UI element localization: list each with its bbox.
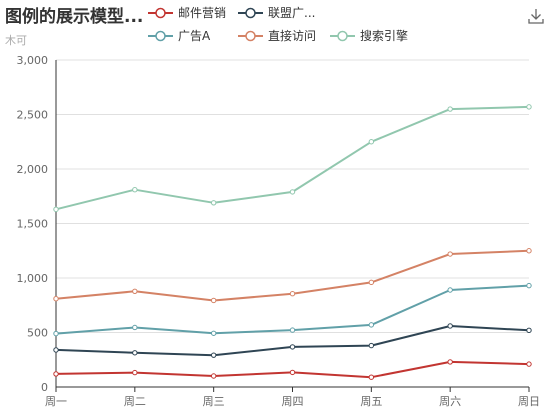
data-point [368, 342, 375, 349]
y-tick-label: 0 [41, 381, 48, 394]
data-point [526, 248, 532, 254]
data-point [368, 374, 375, 380]
legend-item-ad-a[interactable]: 广告A [148, 27, 210, 44]
data-point [447, 106, 453, 112]
data-point [132, 369, 138, 376]
data-point [289, 344, 296, 350]
legend-symbol [337, 30, 348, 41]
x-tick-label: 周四 [282, 395, 304, 408]
data-point [289, 369, 296, 376]
data-point [526, 104, 532, 110]
legend-marker [330, 30, 355, 41]
legend-label: 直接访问 [268, 29, 317, 43]
legend-marker [148, 30, 173, 41]
download-icon[interactable] [527, 7, 545, 25]
legend-label: 联盟广... [268, 6, 316, 20]
data-point [447, 323, 453, 329]
legend-item-direct[interactable]: 直接访问 [238, 27, 316, 44]
data-point [53, 330, 59, 337]
data-point [289, 189, 296, 195]
data-point [526, 361, 532, 367]
data-point [132, 187, 138, 193]
data-point [447, 359, 453, 365]
legend-item-union[interactable]: 联盟广... [238, 4, 315, 21]
data-point [368, 322, 375, 328]
data-point [132, 350, 138, 356]
x-tick-label: 周日 [518, 395, 540, 408]
y-tick-label: 1,000 [17, 272, 49, 285]
data-point [368, 279, 375, 286]
legend-item-search[interactable]: 搜索引擎 [330, 27, 408, 44]
y-tick-label: 3,000 [17, 54, 49, 67]
legend-marker [238, 7, 263, 18]
legend-symbol [245, 7, 256, 18]
data-point [53, 347, 59, 353]
data-point [368, 139, 375, 145]
data-point [210, 200, 217, 206]
legend-symbol [245, 30, 256, 41]
x-tick-label: 周六 [439, 395, 461, 408]
data-point [447, 287, 453, 293]
data-point [53, 371, 59, 377]
data-point [53, 296, 59, 302]
y-tick-label: 2,500 [17, 109, 49, 122]
data-point [132, 288, 138, 294]
x-tick-label: 周三 [203, 395, 225, 408]
data-point [447, 251, 453, 257]
data-point [526, 282, 532, 289]
x-tick-label: 周二 [124, 395, 146, 408]
legend-symbol [155, 30, 166, 41]
data-point [289, 290, 296, 297]
chart-subtitle: 木可 [5, 34, 27, 47]
data-point [289, 327, 296, 333]
legend-symbol [155, 7, 166, 18]
legend-marker [148, 7, 173, 18]
x-tick-label: 周一 [45, 395, 67, 408]
legend-item-email[interactable]: 邮件营销 [148, 4, 226, 21]
y-tick-label: 500 [27, 327, 48, 340]
data-point [53, 206, 59, 213]
data-point [526, 327, 532, 334]
legend-label: 广告A [178, 29, 211, 43]
legend-label: 搜索引擎 [360, 29, 409, 43]
chart-title: 图例的展示模型... [5, 7, 144, 27]
data-point [210, 352, 217, 358]
data-point [210, 330, 217, 336]
data-point [132, 324, 138, 331]
legend-label: 邮件营销 [178, 6, 227, 20]
y-tick-label: 1,500 [17, 218, 49, 231]
legend-marker [238, 30, 263, 41]
x-tick-label: 周五 [360, 395, 382, 408]
y-tick-label: 2,000 [17, 163, 49, 176]
data-point [210, 373, 217, 379]
data-point [210, 297, 217, 304]
